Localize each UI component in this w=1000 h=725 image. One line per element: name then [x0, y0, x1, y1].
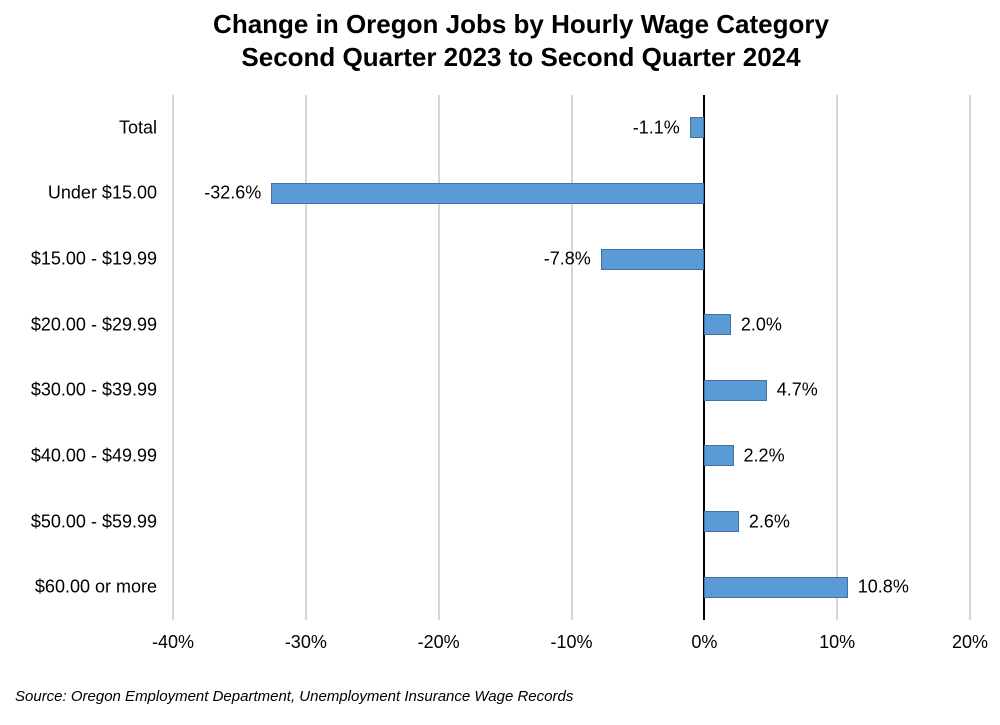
source-note: Source: Oregon Employment Department, Un…: [15, 688, 574, 705]
category-label: $30.00 - $39.99: [30, 379, 157, 400]
category-label: $15.00 - $19.99: [30, 248, 157, 269]
bar: [704, 576, 848, 598]
category-label: $50.00 - $59.99: [30, 511, 157, 532]
x-tick-label: -10%: [550, 632, 593, 652]
bar: [704, 379, 767, 401]
bar: [704, 511, 739, 533]
category-label: $60.00 or more: [34, 576, 157, 597]
x-tick-label: 10%: [819, 632, 856, 652]
bar: [704, 314, 731, 336]
category-axis: Total Under $15.00 $15.00 - $19.99 $20.00 -…: [0, 95, 157, 620]
bar: [600, 248, 705, 270]
gridline: [836, 95, 839, 620]
category-label: Total: [118, 117, 157, 138]
x-tick-label: -40%: [151, 632, 195, 652]
bar-value-label: 10.8%: [857, 576, 909, 597]
bar-value-label: -32.6%: [204, 182, 262, 203]
chart-title: Change in Oregon Jobs by Hourly Wage Cat…: [0, 8, 1000, 74]
gridline: [304, 95, 307, 620]
chart-title-line-1: Change in Oregon Jobs by Hourly Wage Cat…: [213, 9, 829, 39]
bar-value-label: 4.7%: [776, 379, 818, 400]
bar: [704, 445, 734, 467]
chart-title-line-2: Second Quarter 2023 to Second Quarter 20…: [241, 42, 801, 72]
x-tick-label: 20%: [951, 632, 989, 652]
bar: [689, 117, 705, 139]
bar-value-label: -7.8%: [543, 248, 591, 269]
gridline: [969, 95, 971, 620]
category-label: $20.00 - $29.99: [30, 314, 157, 335]
gridline: [437, 95, 440, 620]
bar-value-label: -1.1%: [632, 117, 680, 138]
x-tick-label: -30%: [284, 632, 327, 652]
bar: [271, 182, 705, 204]
x-tick-label: 0%: [691, 632, 718, 652]
zero-axis-line: [703, 95, 706, 620]
x-tick-label: -20%: [417, 632, 460, 652]
gridline: [570, 95, 573, 620]
plot-area: -40% -30% -20% -10% 0% 10% 20% -1.1% -32.6% -7.8%…: [152, 95, 988, 652]
category-label: $40.00 - $49.99: [30, 445, 157, 466]
bar-value-label: 2.6%: [748, 511, 790, 532]
bar-value-label: 2.2%: [743, 445, 785, 466]
category-label: Under $15.00: [47, 182, 157, 203]
bar-value-label: 2.0%: [740, 314, 782, 335]
gridline: [172, 95, 174, 620]
